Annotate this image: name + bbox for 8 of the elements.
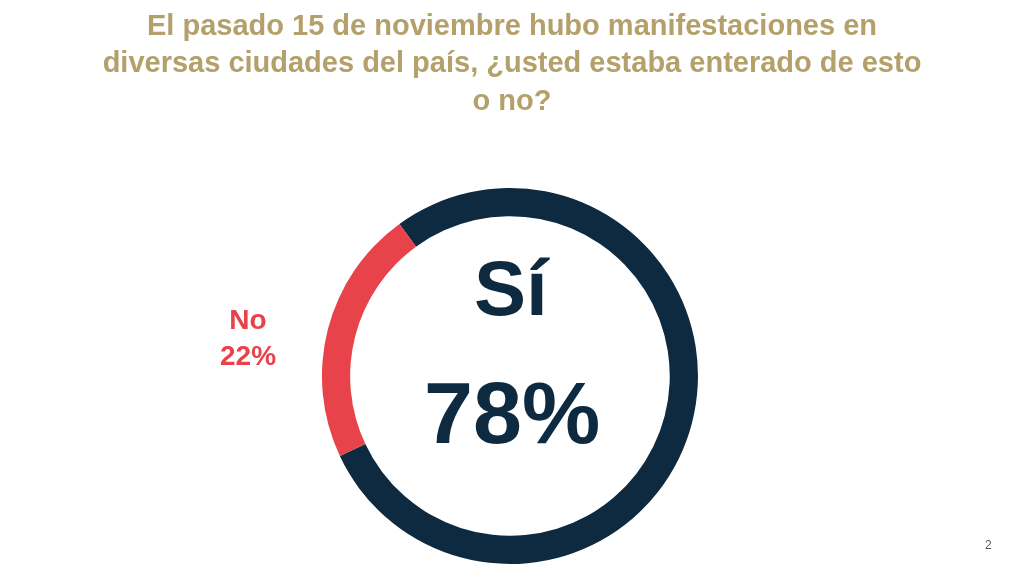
data-label: 78% bbox=[424, 363, 601, 462]
chart-title: El pasado 15 de noviembre hubo manifestaciones en diversas ciudades del país, ¿usted estaba enterado de esto o no? bbox=[102, 8, 922, 116]
slice-label: Sí bbox=[474, 244, 551, 332]
donut-slice bbox=[339, 188, 698, 564]
donut-slice bbox=[322, 223, 417, 457]
slice-label: No bbox=[229, 304, 267, 335]
text: 2 bbox=[985, 538, 992, 552]
data-label: 22% bbox=[220, 340, 277, 372]
